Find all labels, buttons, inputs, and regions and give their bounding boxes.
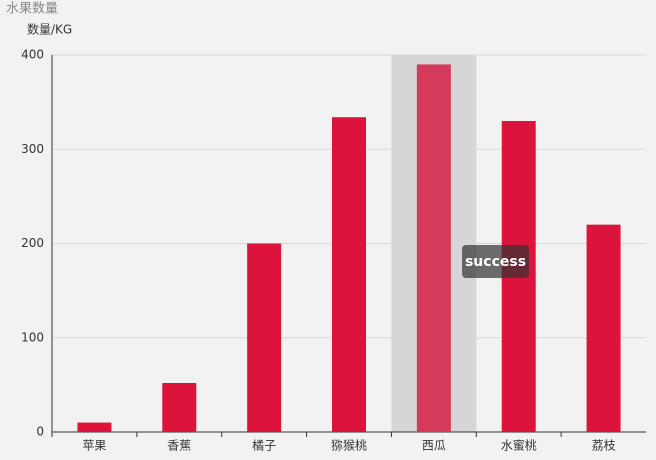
- x-tick-label: 猕猴桃: [331, 438, 367, 453]
- y-tick-label: 200: [21, 236, 44, 250]
- y-tick-label: 0: [36, 425, 44, 439]
- tooltip-text: success: [465, 254, 526, 270]
- bar: [416, 64, 451, 433]
- x-tick-label: 橘子: [252, 438, 276, 453]
- x-tick-label: 西瓜: [422, 439, 446, 453]
- x-tick-label: 香蕉: [167, 439, 191, 453]
- tooltip-box: [462, 245, 529, 278]
- y-tick-label: 400: [21, 48, 44, 62]
- bar: [586, 224, 621, 432]
- y-tick-label: 300: [21, 142, 44, 156]
- bar: [247, 243, 282, 432]
- x-tick-label: 苹果: [82, 439, 106, 453]
- x-tick-label: 荔枝: [592, 438, 616, 453]
- chart-title: 水果数量: [6, 2, 58, 17]
- bar: [332, 117, 366, 432]
- bar: [162, 382, 197, 432]
- x-tick-label: 水蜜桃: [501, 438, 537, 453]
- y-axis-label: 数量/KG: [27, 22, 72, 37]
- bar: [77, 422, 112, 432]
- y-tick-label: 100: [21, 330, 44, 344]
